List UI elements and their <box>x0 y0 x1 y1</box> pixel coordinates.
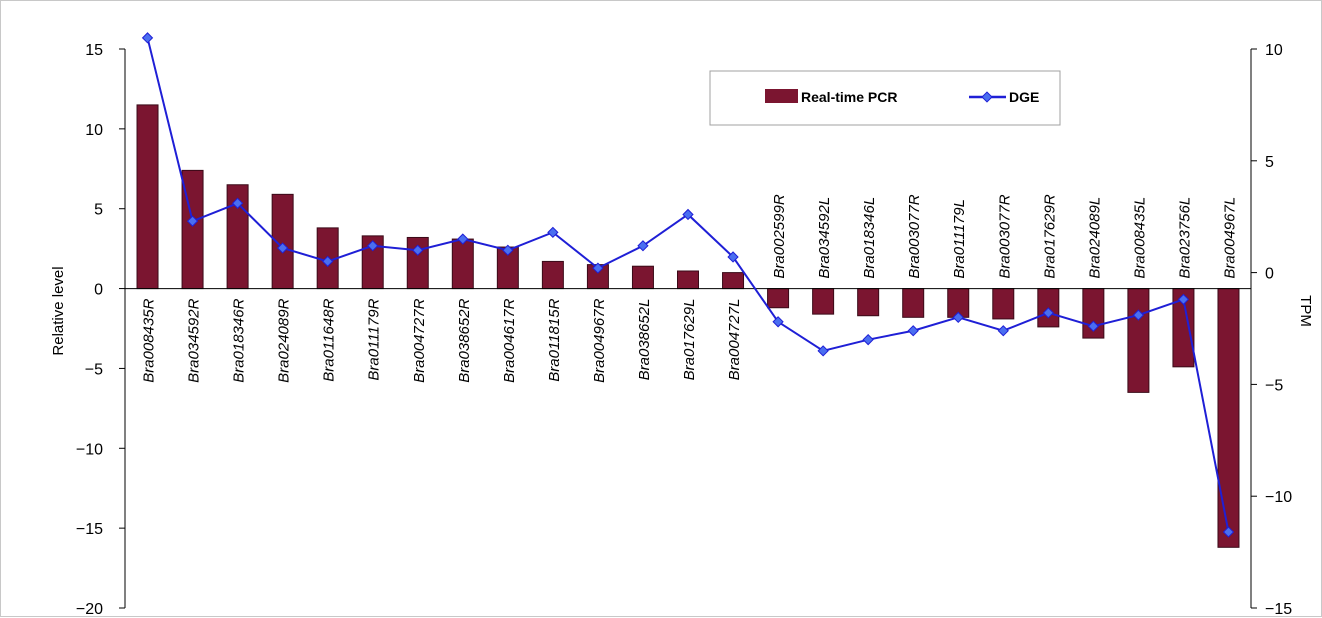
line-point <box>1132 309 1145 321</box>
category-label: Bra008435L <box>1131 197 1148 279</box>
legend: Real-time PCR DGE <box>709 70 1061 126</box>
bar <box>722 272 745 290</box>
line-point <box>862 334 874 346</box>
bar <box>136 104 159 290</box>
category-label: Bra023756L <box>1176 197 1193 279</box>
category-label: Bra004967R <box>591 298 608 382</box>
y2-tick-label: −10 <box>1265 489 1292 506</box>
line-point <box>412 244 424 256</box>
line-series <box>141 32 1235 538</box>
category-label: Bra024089L <box>1086 197 1103 279</box>
line-point <box>1177 293 1190 306</box>
line-point <box>502 244 514 256</box>
left-y-axis: 15 10 5 0 −5 −10 −15 −20 <box>76 42 126 618</box>
bar-series <box>136 104 1240 548</box>
y-tick-label: −15 <box>76 521 103 538</box>
category-label: Bra018346R <box>231 298 248 382</box>
bar <box>541 260 564 290</box>
y2-tick-label: 10 <box>1265 42 1283 59</box>
category-label: Bra018346L <box>861 197 878 279</box>
line-point <box>322 255 334 268</box>
category-label: Bra034592R <box>186 298 203 382</box>
category-label: Bra024089R <box>276 298 293 382</box>
legend-swatch-bar <box>765 89 798 103</box>
line-point <box>727 251 739 263</box>
line-point <box>457 233 469 245</box>
line-point <box>817 345 829 357</box>
right-y-axis: 10 5 0 −5 −10 −15 <box>1250 42 1292 618</box>
category-labels: Bra008435R Bra034592R Bra018346R Bra024089R… <box>141 194 1239 383</box>
bar <box>677 270 699 290</box>
category-label: Bra008435R <box>141 298 158 382</box>
bar <box>1217 288 1240 548</box>
y-tick-label: 15 <box>85 42 103 59</box>
legend-label-dge: DGE <box>1009 89 1039 105</box>
category-label: Bra004727R <box>411 298 428 382</box>
line-point <box>1087 320 1100 332</box>
line-point <box>547 226 559 239</box>
bar <box>451 238 474 290</box>
line-point <box>186 215 199 227</box>
category-label: Bra038652R <box>456 298 473 382</box>
bar <box>631 265 654 290</box>
category-label: Bra011648R <box>321 298 338 381</box>
category-label: Bra011815R <box>546 298 563 381</box>
category-label: Bra034592L <box>816 197 833 279</box>
line-point <box>772 316 784 328</box>
category-label: Bra017629L <box>681 299 698 381</box>
legend-swatch-marker <box>981 91 993 103</box>
y-tick-label: −10 <box>76 441 103 458</box>
category-label: Bra004727L <box>726 299 743 381</box>
y2-tick-label: 5 <box>1265 154 1274 171</box>
line-point <box>276 242 289 254</box>
y-tick-label: 10 <box>85 122 103 139</box>
bar <box>992 288 1015 320</box>
category-label: Bra004617R <box>501 298 518 382</box>
legend-label-pcr: Real-time PCR <box>801 89 897 105</box>
line-point <box>141 32 154 44</box>
line-point <box>1042 307 1054 319</box>
y-axis-title: Relative level <box>50 266 67 355</box>
line-point <box>682 208 694 221</box>
line-point <box>367 240 379 252</box>
category-label: Bra038652L <box>636 299 653 381</box>
category-label: Bra004967L <box>1221 197 1238 279</box>
line-point <box>637 240 649 252</box>
y2-tick-label: −5 <box>1265 377 1283 394</box>
bar <box>812 288 835 315</box>
bar <box>1127 288 1150 393</box>
line-point <box>997 325 1009 337</box>
category-label: Bra003077R <box>906 194 923 278</box>
line-point <box>952 311 964 323</box>
y2-axis-title: TPM <box>1297 295 1314 327</box>
category-label: Bra003077R <box>996 194 1013 278</box>
bar <box>767 288 790 309</box>
category-label: Bra017629R <box>1041 194 1058 278</box>
bar <box>857 288 880 317</box>
category-label: Bra011179L <box>951 199 968 279</box>
y-tick-label: 0 <box>94 282 103 299</box>
y-tick-label: −20 <box>76 601 103 618</box>
y2-tick-label: −15 <box>1265 601 1292 618</box>
category-label: Bra011179R <box>366 298 383 380</box>
y-tick-label: −5 <box>85 361 103 378</box>
bar <box>902 288 925 318</box>
y-tick-label: 5 <box>94 202 103 219</box>
line-point <box>1222 526 1235 538</box>
line-point <box>592 262 604 274</box>
line-point <box>231 197 244 209</box>
y2-tick-label: 0 <box>1265 266 1274 283</box>
category-label: Bra002599R <box>771 194 788 278</box>
line-point <box>907 325 919 337</box>
